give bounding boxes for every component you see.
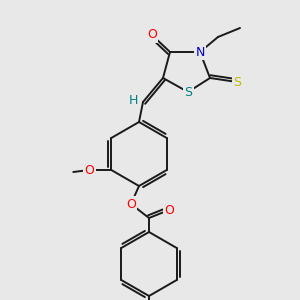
Text: O: O	[164, 203, 174, 217]
Text: O: O	[126, 197, 136, 211]
Text: O: O	[147, 28, 157, 41]
Text: O: O	[84, 164, 94, 176]
Text: H: H	[128, 94, 138, 106]
Text: S: S	[233, 76, 241, 88]
Text: S: S	[184, 85, 192, 98]
Text: N: N	[195, 46, 205, 59]
